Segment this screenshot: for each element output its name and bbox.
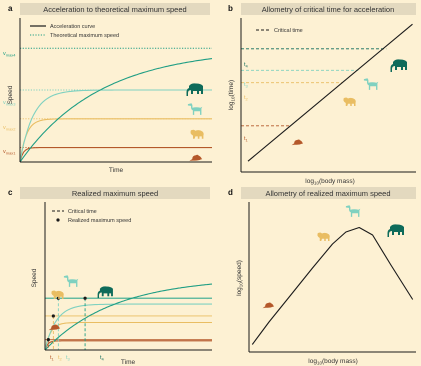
acceleration-curve-bear [19, 118, 212, 163]
elephant-icon [186, 83, 203, 96]
panel-c-title-bar [20, 187, 210, 199]
giraffe-icon [363, 78, 379, 90]
panel-c-plot [44, 283, 213, 351]
panel-b-letter: b [228, 4, 233, 13]
panel-c-letter: c [8, 188, 13, 197]
panel-c-ticks: t1 t2 t3 t4 [50, 355, 105, 362]
panel-a-title: Acceleration to theoretical maximum spee… [43, 5, 186, 14]
allometry-line [247, 23, 413, 162]
legend-dot-swatch [56, 218, 60, 222]
elephant-icon [387, 224, 404, 237]
vmax1-label: vmax1 [3, 149, 16, 156]
realized-max-point-mouse [46, 338, 50, 342]
acceleration-curve-giraffe [44, 303, 212, 351]
panel-d-plot [251, 226, 414, 345]
t3-tick: t3 [66, 355, 71, 362]
bear-icon [343, 97, 356, 106]
panel-d-y-label: log10(speed) [236, 260, 244, 296]
panel-a-x-label: Time [109, 167, 124, 174]
panel-d-title-bar [241, 187, 416, 199]
panel-d-title: Allometry of realized maximum speed [265, 189, 390, 198]
t2-label: t2 [244, 95, 249, 102]
realized-max-point-elephant [83, 296, 87, 300]
elephant-icon [97, 286, 113, 299]
panel-b: b Allometry of critical time for acceler… [228, 3, 416, 186]
elephant-icon [390, 59, 407, 72]
panel-a-level-labels: vmax4 vmax3 vmax2 vmax1 [3, 51, 16, 156]
panel-d-letter: d [228, 188, 233, 197]
t2-tick: t2 [58, 355, 63, 362]
mouse-icon [262, 302, 275, 309]
panel-b-y-label: log10(time) [228, 80, 236, 110]
vmax4-label: vmax4 [3, 51, 16, 58]
acceleration-curve-elephant [44, 283, 213, 351]
panel-c-x-label: Time [121, 359, 136, 366]
panel-c-y-label: Speed [31, 268, 38, 287]
acceleration-curve-giraffe [19, 89, 212, 163]
panel-b-title-bar [241, 3, 416, 15]
legend-acceleration-curve: Acceleration curve [50, 24, 95, 30]
legend-critical-time: Critical time [274, 28, 303, 34]
vmax2-label: vmax2 [3, 125, 16, 132]
mouse-icon [189, 154, 203, 162]
giraffe-icon [187, 103, 203, 115]
acceleration-curve-mouse [19, 147, 212, 163]
panel-a-title-bar [20, 3, 210, 15]
t4-label: t4 [244, 62, 249, 69]
panel-a: a Acceleration to theoretical maximum sp… [3, 3, 213, 174]
giraffe-icon [345, 205, 361, 217]
realized-max-point-bear [51, 314, 55, 318]
t1-tick: t1 [50, 355, 55, 362]
panel-d-x-label: log10(body mass) [308, 358, 357, 366]
panel-a-legend: Acceleration curve Theoretical maximum s… [30, 24, 119, 39]
acceleration-curve-bear [44, 321, 212, 351]
mouse-icon [291, 139, 304, 146]
panel-c: c Realized maximum speed Time Speed Crit… [8, 187, 213, 366]
panel-b-x-label: log10(body mass) [305, 178, 354, 186]
panel-c-legend: Critical time Realized maximum speed [52, 209, 131, 224]
realized-speed-curve [251, 226, 414, 345]
bear-icon [317, 232, 330, 241]
giraffe-icon [63, 275, 79, 287]
bear-icon [190, 129, 204, 139]
panel-a-letter: a [8, 4, 13, 13]
panel-b-title: Allometry of critical time for accelerat… [262, 5, 395, 14]
panel-a-y-label: Speed [7, 85, 14, 104]
panel-b-plot [241, 23, 413, 162]
panel-d: d Allometry of realized maximum speed lo… [228, 187, 416, 366]
legend-critical-time: Critical time [68, 209, 97, 215]
vmax3-label: vmax3 [3, 100, 16, 107]
t3-label: t3 [244, 82, 249, 89]
panel-c-title: Realized maximum speed [72, 189, 158, 198]
panel-b-level-labels: t4 t3 t2 t1 [244, 62, 249, 143]
legend-theoretical-max: Theoretical maximum speed [50, 33, 119, 39]
panel-a-plot [19, 47, 213, 163]
t4-tick: t4 [100, 355, 105, 362]
acceleration-curve-mouse [44, 340, 212, 351]
acceleration-curve-elephant [19, 58, 213, 163]
legend-realized-max: Realized maximum speed [68, 218, 131, 224]
panel-b-legend: Critical time [256, 28, 303, 34]
t1-label: t1 [244, 136, 249, 143]
